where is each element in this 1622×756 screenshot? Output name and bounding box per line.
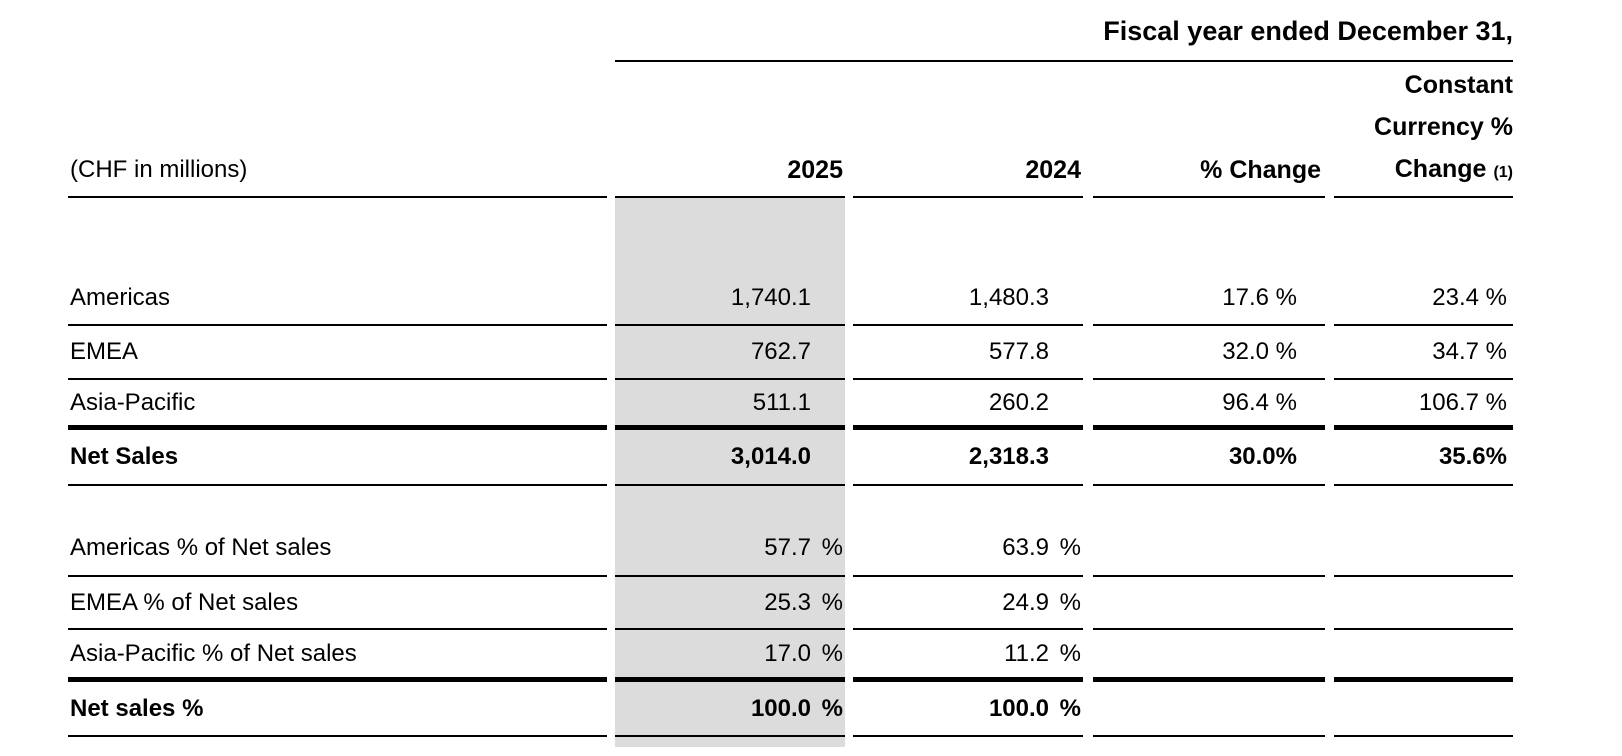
cell-2024: 11.2% [853,630,1083,682]
cell-pct-change [1093,520,1325,577]
column-header-2025: 2025 [787,156,843,184]
cell-cc-change: 106.7 % [1334,380,1513,430]
cell-pct-change: 30.0% [1093,430,1325,486]
cell-2024: 260.2 [853,380,1083,430]
table-row-asia-pacific-pct: Asia-Pacific % of Net sales 17.0% 11.2% [68,630,1513,682]
cell-2024: 1,480.3 [853,272,1083,326]
cell-2025: 17.0% [615,630,845,682]
table-body: Americas 1,740.1 1,480.3 17.6 % 23.4 % E… [68,198,1513,737]
column-header-2024: 2024 [1025,156,1081,184]
header-rule-cc-col [1334,196,1513,198]
cell-2024: 63.9% [853,520,1083,577]
cell-cc-change [1334,682,1513,737]
cell-pct-change [1093,577,1325,630]
cell-pct-change: 32.0 % [1093,326,1325,380]
cell-label: Net Sales [68,430,607,486]
cell-2024: 2,318.3 [853,430,1083,486]
cell-2025: 1,740.1 [615,272,845,326]
table-title: Fiscal year ended December 31, [1103,16,1513,46]
cell-cc-change: 23.4 % [1334,272,1513,326]
cell-2025: 25.3% [615,577,845,630]
cell-2025: 3,014.0 [615,430,845,486]
cell-2025: 511.1 [615,380,845,430]
cell-label: Americas % of Net sales [68,520,607,577]
cell-pct-change [1093,630,1325,682]
cell-label: Asia-Pacific [68,380,607,430]
header-rule-pct-change-col [1093,196,1325,198]
cell-2025: 57.7% [615,520,845,577]
cell-2025: 762.7 [615,326,845,380]
table-row-net-sales-total: Net Sales 3,014.0 2,318.3 30.0% 35.6% [68,430,1513,486]
title-underline [615,60,1513,62]
cell-pct-change: 96.4 % [1093,380,1325,430]
column-header-pct-change: % Change [1200,156,1321,184]
cell-2025: 100.0% [615,682,845,737]
spacer-row [68,198,1513,272]
cell-label: Net sales % [68,682,607,737]
units-label: (CHF in millions) [70,156,248,183]
cell-label: Asia-Pacific % of Net sales [68,630,607,682]
cell-pct-change [1093,682,1325,737]
cell-cc-change [1334,577,1513,630]
spacer-row [68,486,1513,520]
cell-cc-change [1334,630,1513,682]
header-rule-2025-col [615,196,845,198]
column-header-constant-currency: Constant Currency % Change (1) [1334,64,1513,194]
header-rule-label-col [68,196,607,198]
table-row-net-sales-pct-total: Net sales % 100.0% 100.0% [68,682,1513,737]
cell-cc-change: 34.7 % [1334,326,1513,380]
table-row-emea: EMEA 762.7 577.8 32.0 % 34.7 % [68,326,1513,380]
footnote-marker: (1) [1493,164,1513,181]
cell-label: EMEA % of Net sales [68,577,607,630]
cell-label: Americas [68,272,607,326]
cc-header-line3: Change (1) [1394,155,1513,183]
cell-cc-change [1334,520,1513,577]
table-row-emea-pct: EMEA % of Net sales 25.3% 24.9% [68,577,1513,630]
cc-header-line2: Currency % [1374,113,1513,141]
cell-2024: 100.0% [853,682,1083,737]
table-row-americas: Americas 1,740.1 1,480.3 17.6 % 23.4 % [68,272,1513,326]
table-row-americas-pct: Americas % of Net sales 57.7% 63.9% [68,520,1513,577]
cc-header-line1: Constant [1404,71,1513,99]
cell-2024: 24.9% [853,577,1083,630]
cell-2024: 577.8 [853,326,1083,380]
cell-label: EMEA [68,326,607,380]
cell-cc-change: 35.6% [1334,430,1513,486]
cell-pct-change: 17.6 % [1093,272,1325,326]
2025-column-highlight [615,198,845,747]
header-rule-2024-col [853,196,1083,198]
table-row-asia-pacific: Asia-Pacific 511.1 260.2 96.4 % 106.7 % [68,380,1513,430]
